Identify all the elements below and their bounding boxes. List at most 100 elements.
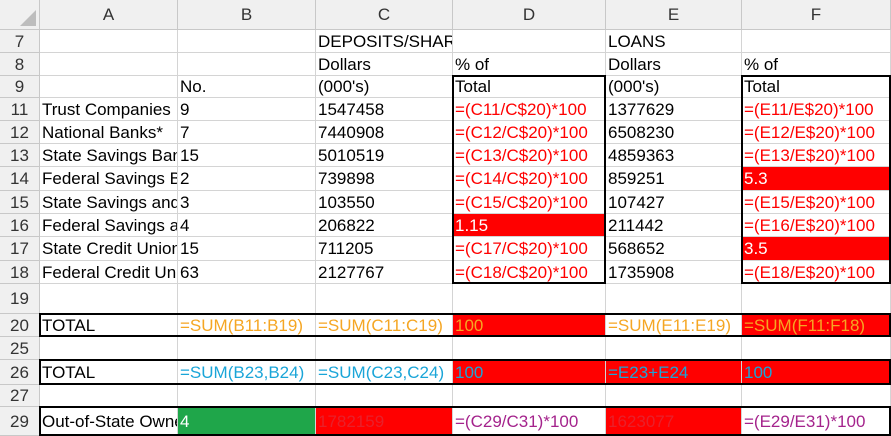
cell-C29[interactable]: 1782159 [316, 407, 453, 436]
row-header-15[interactable]: 15 [0, 191, 40, 214]
cell-D29[interactable]: =(C29/C31)*100 [453, 407, 606, 436]
cell-E17[interactable]: 568652 [606, 237, 742, 261]
cell-B15[interactable]: 3 [178, 191, 316, 214]
cell-E27[interactable] [606, 385, 742, 407]
cell-A15[interactable]: State Savings and Loans [40, 191, 178, 214]
row-header-27[interactable]: 27 [0, 385, 40, 407]
cell-E11[interactable]: 1377629 [606, 98, 742, 121]
row-header-13[interactable]: 13 [0, 144, 40, 167]
cell-A11[interactable]: Trust Companies [40, 98, 178, 121]
cell-E13[interactable]: 4859363 [606, 144, 742, 167]
cell-F16[interactable]: =(E16/E$20)*100 [742, 214, 891, 237]
cell-E26[interactable]: =E23+E24 [606, 360, 742, 385]
cell-A12[interactable]: National Banks* [40, 121, 178, 144]
column-header-C[interactable]: C [316, 0, 453, 30]
cell-E19[interactable] [606, 284, 742, 314]
cell-F19[interactable] [742, 284, 891, 314]
cell-A18[interactable]: Federal Credit Unions [40, 261, 178, 284]
cell-B13[interactable]: 15 [178, 144, 316, 167]
cell-D13[interactable]: =(C13/C$20)*100 [453, 144, 606, 167]
cell-D17[interactable]: =(C17/C$20)*100 [453, 237, 606, 261]
cell-C11[interactable]: 1547458 [316, 98, 453, 121]
cell-D11[interactable]: =(C11/C$20)*100 [453, 98, 606, 121]
cell-D15[interactable]: =(C15/C$20)*100 [453, 191, 606, 214]
cell-C18[interactable]: 2127767 [316, 261, 453, 284]
column-header-F[interactable]: F [742, 0, 891, 30]
cell-F12[interactable]: =(E12/E$20)*100 [742, 121, 891, 144]
cell-F17[interactable]: 3.5 [742, 237, 891, 261]
cell-F11[interactable]: =(E11/E$20)*100 [742, 98, 891, 121]
cell-D12[interactable]: =(C12/C$20)*100 [453, 121, 606, 144]
row-header-18[interactable]: 18 [0, 261, 40, 284]
row-header-11[interactable]: 11 [0, 98, 40, 121]
cell-B26[interactable]: =SUM(B23,B24) [178, 360, 316, 385]
cell-F9[interactable]: Total [742, 76, 891, 98]
cell-E15[interactable]: 107427 [606, 191, 742, 214]
row-header-8[interactable]: 8 [0, 53, 40, 76]
column-header-D[interactable]: D [453, 0, 606, 30]
row-header-20[interactable]: 20 [0, 314, 40, 337]
cell-B9[interactable]: No. [178, 76, 316, 98]
row-header-12[interactable]: 12 [0, 121, 40, 144]
cell-D7[interactable] [453, 30, 606, 53]
row-header-25[interactable]: 25 [0, 337, 40, 360]
column-header-E[interactable]: E [606, 0, 742, 30]
cell-B8[interactable] [178, 53, 316, 76]
cell-C14[interactable]: 739898 [316, 167, 453, 191]
cell-A8[interactable] [40, 53, 178, 76]
cell-E29[interactable]: 1623077 [606, 407, 742, 436]
cell-D26[interactable]: 100 [453, 360, 606, 385]
cell-F13[interactable]: =(E13/E$20)*100 [742, 144, 891, 167]
cell-B25[interactable] [178, 337, 316, 360]
cell-A20[interactable]: TOTAL [40, 314, 178, 337]
cell-B17[interactable]: 15 [178, 237, 316, 261]
cell-D14[interactable]: =(C14/C$20)*100 [453, 167, 606, 191]
row-header-14[interactable]: 14 [0, 167, 40, 191]
cell-B20[interactable]: =SUM(B11:B19) [178, 314, 316, 337]
cell-D8[interactable]: % of [453, 53, 606, 76]
cell-D18[interactable]: =(C18/C$20)*100 [453, 261, 606, 284]
cell-D16[interactable]: 1.15 [453, 214, 606, 237]
cell-F27[interactable] [742, 385, 891, 407]
cell-B7[interactable] [178, 30, 316, 53]
cell-F7[interactable] [742, 30, 891, 53]
cell-D19[interactable] [453, 284, 606, 314]
cell-A27[interactable] [40, 385, 178, 407]
cell-C17[interactable]: 711205 [316, 237, 453, 261]
cell-D9[interactable]: Total [453, 76, 606, 98]
cell-F15[interactable]: =(E15/E$20)*100 [742, 191, 891, 214]
cell-C26[interactable]: =SUM(C23,C24) [316, 360, 453, 385]
cell-B11[interactable]: 9 [178, 98, 316, 121]
cell-F29[interactable]: =(E29/E31)*100 [742, 407, 891, 436]
cell-E18[interactable]: 1735908 [606, 261, 742, 284]
row-header-16[interactable]: 16 [0, 214, 40, 237]
cell-B18[interactable]: 63 [178, 261, 316, 284]
row-header-19[interactable]: 19 [0, 284, 40, 314]
cell-F14[interactable]: 5.3 [742, 167, 891, 191]
cell-C7[interactable]: DEPOSITS/SHARES [316, 30, 453, 53]
cell-F25[interactable] [742, 337, 891, 360]
cell-C16[interactable]: 206822 [316, 214, 453, 237]
cell-A29[interactable]: Out-of-State Owned [40, 407, 178, 436]
cell-F20[interactable]: =SUM(F11:F18) [742, 314, 891, 337]
cell-E8[interactable]: Dollars [606, 53, 742, 76]
cell-A17[interactable]: State Credit Unions [40, 237, 178, 261]
column-header-B[interactable]: B [178, 0, 316, 30]
cell-B29[interactable]: 4 [178, 407, 316, 436]
cell-B14[interactable]: 2 [178, 167, 316, 191]
cell-E16[interactable]: 211442 [606, 214, 742, 237]
cell-E20[interactable]: =SUM(E11:E19) [606, 314, 742, 337]
cell-A13[interactable]: State Savings Banks [40, 144, 178, 167]
cell-D27[interactable] [453, 385, 606, 407]
cell-B12[interactable]: 7 [178, 121, 316, 144]
cell-A19[interactable] [40, 284, 178, 314]
cell-A26[interactable]: TOTAL [40, 360, 178, 385]
cell-C9[interactable]: (000's) [316, 76, 453, 98]
row-header-9[interactable]: 9 [0, 76, 40, 98]
cell-C13[interactable]: 5010519 [316, 144, 453, 167]
cell-F26[interactable]: 100 [742, 360, 891, 385]
cell-A25[interactable] [40, 337, 178, 360]
cell-A16[interactable]: Federal Savings and Loans [40, 214, 178, 237]
cell-C12[interactable]: 7440908 [316, 121, 453, 144]
row-header-26[interactable]: 26 [0, 360, 40, 385]
